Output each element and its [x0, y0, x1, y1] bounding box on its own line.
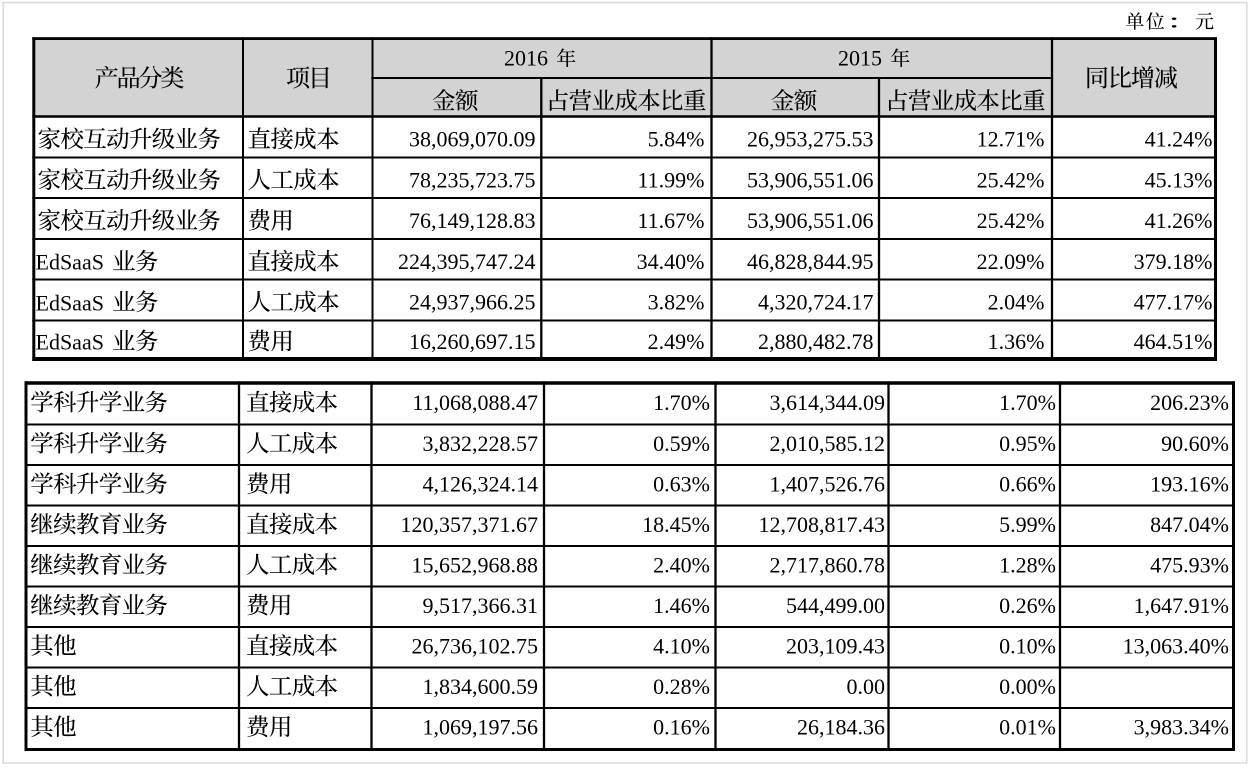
svg-text:1.46%: 1.46% [653, 593, 710, 618]
svg-text:EdSaaS: EdSaaS [36, 290, 104, 315]
svg-text:16,260,697.15: 16,260,697.15 [409, 329, 536, 354]
svg-text:90.60%: 90.60% [1161, 431, 1229, 456]
svg-text:4,320,724.17: 4,320,724.17 [758, 290, 874, 315]
svg-text:206.23%: 206.23% [1150, 390, 1229, 415]
svg-text:2.49%: 2.49% [648, 329, 705, 354]
svg-text:22.09%: 22.09% [977, 249, 1045, 274]
svg-text:847.04%: 847.04% [1150, 512, 1229, 537]
svg-text:46,828,844.95: 46,828,844.95 [747, 249, 874, 274]
svg-text:475.93%: 475.93% [1150, 553, 1229, 578]
svg-text:26,184.36: 26,184.36 [797, 715, 885, 740]
svg-text:25.42%: 25.42% [977, 167, 1045, 192]
svg-text:4.10%: 4.10% [653, 634, 710, 659]
svg-text:2015: 2015 [838, 46, 882, 71]
svg-text:379.18%: 379.18% [1134, 249, 1213, 274]
svg-text:1.36%: 1.36% [988, 329, 1045, 354]
svg-text:18.45%: 18.45% [642, 512, 710, 537]
svg-text:0.00: 0.00 [847, 674, 886, 699]
svg-text:224,395,747.24: 224,395,747.24 [398, 249, 536, 274]
svg-text:1,069,197.56: 1,069,197.56 [423, 715, 539, 740]
svg-text:0.59%: 0.59% [653, 431, 710, 456]
svg-text:45.13%: 45.13% [1145, 167, 1213, 192]
svg-text:13,063.40%: 13,063.40% [1123, 634, 1229, 659]
svg-text:0.26%: 0.26% [999, 593, 1056, 618]
svg-text:3,832,228.57: 3,832,228.57 [423, 431, 539, 456]
svg-text:2,010,585.12: 2,010,585.12 [770, 431, 886, 456]
svg-text:203,109.43: 203,109.43 [786, 634, 885, 659]
svg-text:34.40%: 34.40% [637, 249, 705, 274]
svg-text:1,647.91%: 1,647.91% [1134, 593, 1229, 618]
svg-text:2.04%: 2.04% [988, 290, 1045, 315]
svg-text:25.42%: 25.42% [977, 208, 1045, 233]
svg-text:0.95%: 0.95% [999, 431, 1056, 456]
svg-text:12,708,817.43: 12,708,817.43 [759, 512, 886, 537]
svg-text:120,357,371.67: 120,357,371.67 [401, 512, 539, 537]
svg-text:2016: 2016 [504, 46, 548, 71]
svg-text:11.67%: 11.67% [637, 208, 704, 233]
svg-text:1.70%: 1.70% [653, 390, 710, 415]
svg-text:2,880,482.78: 2,880,482.78 [758, 329, 874, 354]
svg-text:3.82%: 3.82% [648, 290, 705, 315]
svg-text:41.24%: 41.24% [1145, 127, 1213, 152]
svg-text:15,652,968.88: 15,652,968.88 [412, 553, 539, 578]
svg-text:12.71%: 12.71% [977, 127, 1045, 152]
svg-text:78,235,723.75: 78,235,723.75 [409, 167, 536, 192]
svg-text:0.63%: 0.63% [653, 471, 710, 496]
svg-text:4,126,324.14: 4,126,324.14 [423, 471, 539, 496]
svg-text:0.28%: 0.28% [653, 674, 710, 699]
svg-text:193.16%: 193.16% [1150, 471, 1229, 496]
svg-text:1,834,600.59: 1,834,600.59 [423, 674, 539, 699]
svg-text:544,499.00: 544,499.00 [786, 593, 885, 618]
svg-text:1.70%: 1.70% [999, 390, 1056, 415]
svg-text:41.26%: 41.26% [1145, 208, 1213, 233]
svg-text:53,906,551.06: 53,906,551.06 [747, 208, 874, 233]
svg-text:5.84%: 5.84% [648, 127, 705, 152]
svg-text:0.10%: 0.10% [999, 634, 1056, 659]
svg-text:1,407,526.76: 1,407,526.76 [770, 471, 886, 496]
svg-text:38,069,070.09: 38,069,070.09 [409, 127, 536, 152]
svg-text:26,953,275.53: 26,953,275.53 [747, 127, 874, 152]
svg-text:EdSaaS: EdSaaS [36, 250, 104, 275]
svg-text:9,517,366.31: 9,517,366.31 [423, 593, 539, 618]
svg-text:5.99%: 5.99% [999, 512, 1056, 537]
svg-text:26,736,102.75: 26,736,102.75 [412, 634, 539, 659]
svg-text:11.99%: 11.99% [637, 167, 704, 192]
svg-text:3,983.34%: 3,983.34% [1134, 715, 1229, 740]
svg-text:EdSaaS: EdSaaS [36, 329, 104, 354]
svg-text:3,614,344.09: 3,614,344.09 [770, 390, 886, 415]
svg-text:0.16%: 0.16% [653, 715, 710, 740]
svg-text:2.40%: 2.40% [653, 553, 710, 578]
svg-text:0.00%: 0.00% [999, 674, 1056, 699]
svg-text:1.28%: 1.28% [999, 553, 1056, 578]
svg-text:464.51%: 464.51% [1134, 329, 1213, 354]
svg-text:76,149,128.83: 76,149,128.83 [409, 208, 536, 233]
svg-text:0.66%: 0.66% [999, 471, 1056, 496]
svg-text:24,937,966.25: 24,937,966.25 [409, 290, 536, 315]
svg-text:53,906,551.06: 53,906,551.06 [747, 167, 874, 192]
svg-text:11,068,088.47: 11,068,088.47 [412, 390, 538, 415]
svg-text:477.17%: 477.17% [1134, 290, 1213, 315]
svg-text:2,717,860.78: 2,717,860.78 [770, 553, 886, 578]
svg-text:0.01%: 0.01% [999, 715, 1056, 740]
